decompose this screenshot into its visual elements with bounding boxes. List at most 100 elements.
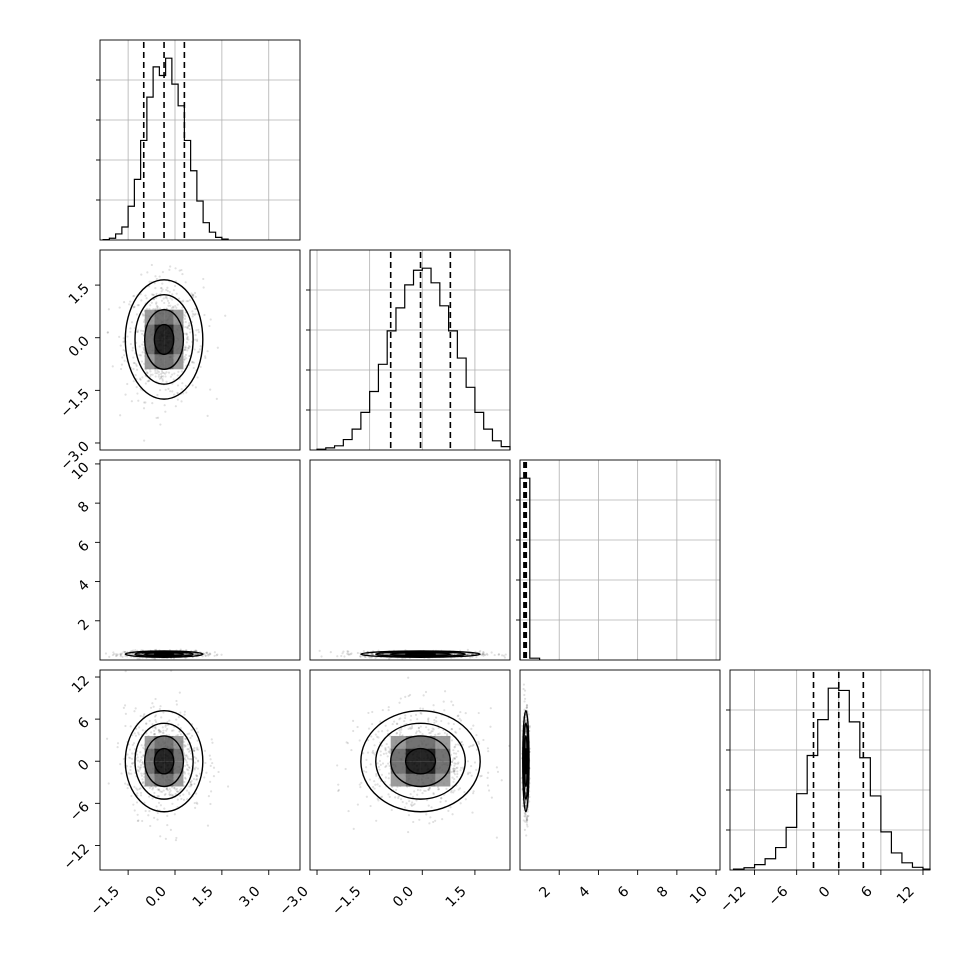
scatter-point xyxy=(213,651,216,654)
scatter-point xyxy=(468,652,471,655)
scatter-point xyxy=(144,294,147,297)
density-cell xyxy=(144,354,155,370)
scatter-point xyxy=(139,329,143,332)
scatter-point xyxy=(187,748,190,751)
scatter-point xyxy=(188,785,191,788)
scatter-point xyxy=(155,304,158,308)
scatter-point xyxy=(132,742,136,745)
scatter-point xyxy=(157,370,161,374)
scatter-point xyxy=(379,763,382,766)
scatter-point xyxy=(119,652,122,656)
scatter-point xyxy=(215,654,218,657)
scatter-point xyxy=(209,802,212,806)
scatter-point xyxy=(193,291,197,295)
scatter-point xyxy=(524,788,528,791)
scatter-point xyxy=(503,656,507,659)
scatter-point xyxy=(384,776,387,779)
scatter-point xyxy=(136,792,139,795)
density-cell xyxy=(144,735,155,749)
scatter-point xyxy=(129,327,132,330)
density-cell xyxy=(164,735,174,749)
scatter-point xyxy=(122,650,125,653)
scatter-point xyxy=(150,263,153,267)
scatter-point xyxy=(358,783,361,786)
scatter-point xyxy=(158,707,161,711)
scatter-point xyxy=(485,652,488,655)
scatter-point xyxy=(456,652,459,656)
scatter-point xyxy=(362,752,365,755)
scatter-point xyxy=(472,792,475,795)
scatter-point xyxy=(487,750,490,753)
scatter-point xyxy=(397,795,400,798)
contour-line xyxy=(360,710,481,813)
scatter-point xyxy=(419,707,422,710)
y-tick-label: −1.5 xyxy=(57,386,92,421)
scatter-point xyxy=(141,781,144,784)
scatter-point xyxy=(199,345,202,348)
scatter-point xyxy=(523,693,526,697)
scatter-point xyxy=(466,773,470,776)
scatter-point xyxy=(196,739,199,742)
scatter-point xyxy=(465,653,469,656)
scatter-point xyxy=(185,648,188,652)
density-cell xyxy=(435,735,451,749)
scatter-point xyxy=(383,780,386,783)
scatter-point xyxy=(384,749,387,752)
scatter-point xyxy=(205,771,208,774)
scatter-point xyxy=(122,340,125,343)
scatter-point xyxy=(526,810,529,813)
scatter-point xyxy=(165,295,168,298)
scatter-point xyxy=(164,792,167,796)
scatter-point xyxy=(159,376,163,379)
scatter-point xyxy=(185,653,188,656)
scatter-point xyxy=(189,781,192,784)
scatter-point xyxy=(385,764,388,767)
scatter-point xyxy=(120,363,124,366)
scatter-point xyxy=(394,796,397,799)
scatter-point xyxy=(162,297,165,300)
scatter-point xyxy=(186,748,189,751)
scatter-point xyxy=(175,718,178,721)
scatter-point xyxy=(456,770,459,773)
scatter-point xyxy=(427,804,430,807)
scatter-point xyxy=(187,772,190,775)
scatter-point xyxy=(138,787,141,791)
scatter-point xyxy=(178,691,181,694)
scatter-point xyxy=(170,793,173,796)
scatter-point xyxy=(390,808,393,812)
scatter-point xyxy=(433,721,436,724)
scatter-point xyxy=(142,772,145,775)
scatter-point xyxy=(166,727,169,731)
scatter-point xyxy=(183,776,187,779)
scatter-point xyxy=(129,768,132,772)
scatter-point xyxy=(399,717,402,720)
scatter-point xyxy=(146,380,149,383)
scatter-point xyxy=(154,714,158,717)
scatter-point xyxy=(182,793,185,796)
scatter-point xyxy=(188,757,191,761)
scatter-point xyxy=(184,348,187,351)
scatter-point xyxy=(409,719,412,722)
scatter-point xyxy=(452,749,455,752)
contour-line xyxy=(143,735,185,788)
scatter-point xyxy=(398,733,402,736)
scatter-point xyxy=(194,386,197,389)
scatter-point xyxy=(192,749,195,752)
scatter-point xyxy=(122,301,126,304)
scatter-point xyxy=(150,293,154,296)
scatter-point xyxy=(145,297,148,300)
scatter-point xyxy=(183,710,187,713)
scatter-point xyxy=(140,653,143,656)
density-cell xyxy=(390,748,406,762)
scatter-point xyxy=(133,747,137,751)
scatter-point xyxy=(188,324,191,327)
scatter-point xyxy=(525,834,528,837)
scatter-point xyxy=(190,757,193,760)
scatter-point xyxy=(366,653,369,656)
scatter-point xyxy=(160,375,163,378)
scatter-point xyxy=(134,649,137,652)
scatter-point xyxy=(453,770,456,773)
scatter-point xyxy=(459,766,463,769)
scatter-point xyxy=(184,281,187,284)
scatter-point xyxy=(362,649,365,653)
